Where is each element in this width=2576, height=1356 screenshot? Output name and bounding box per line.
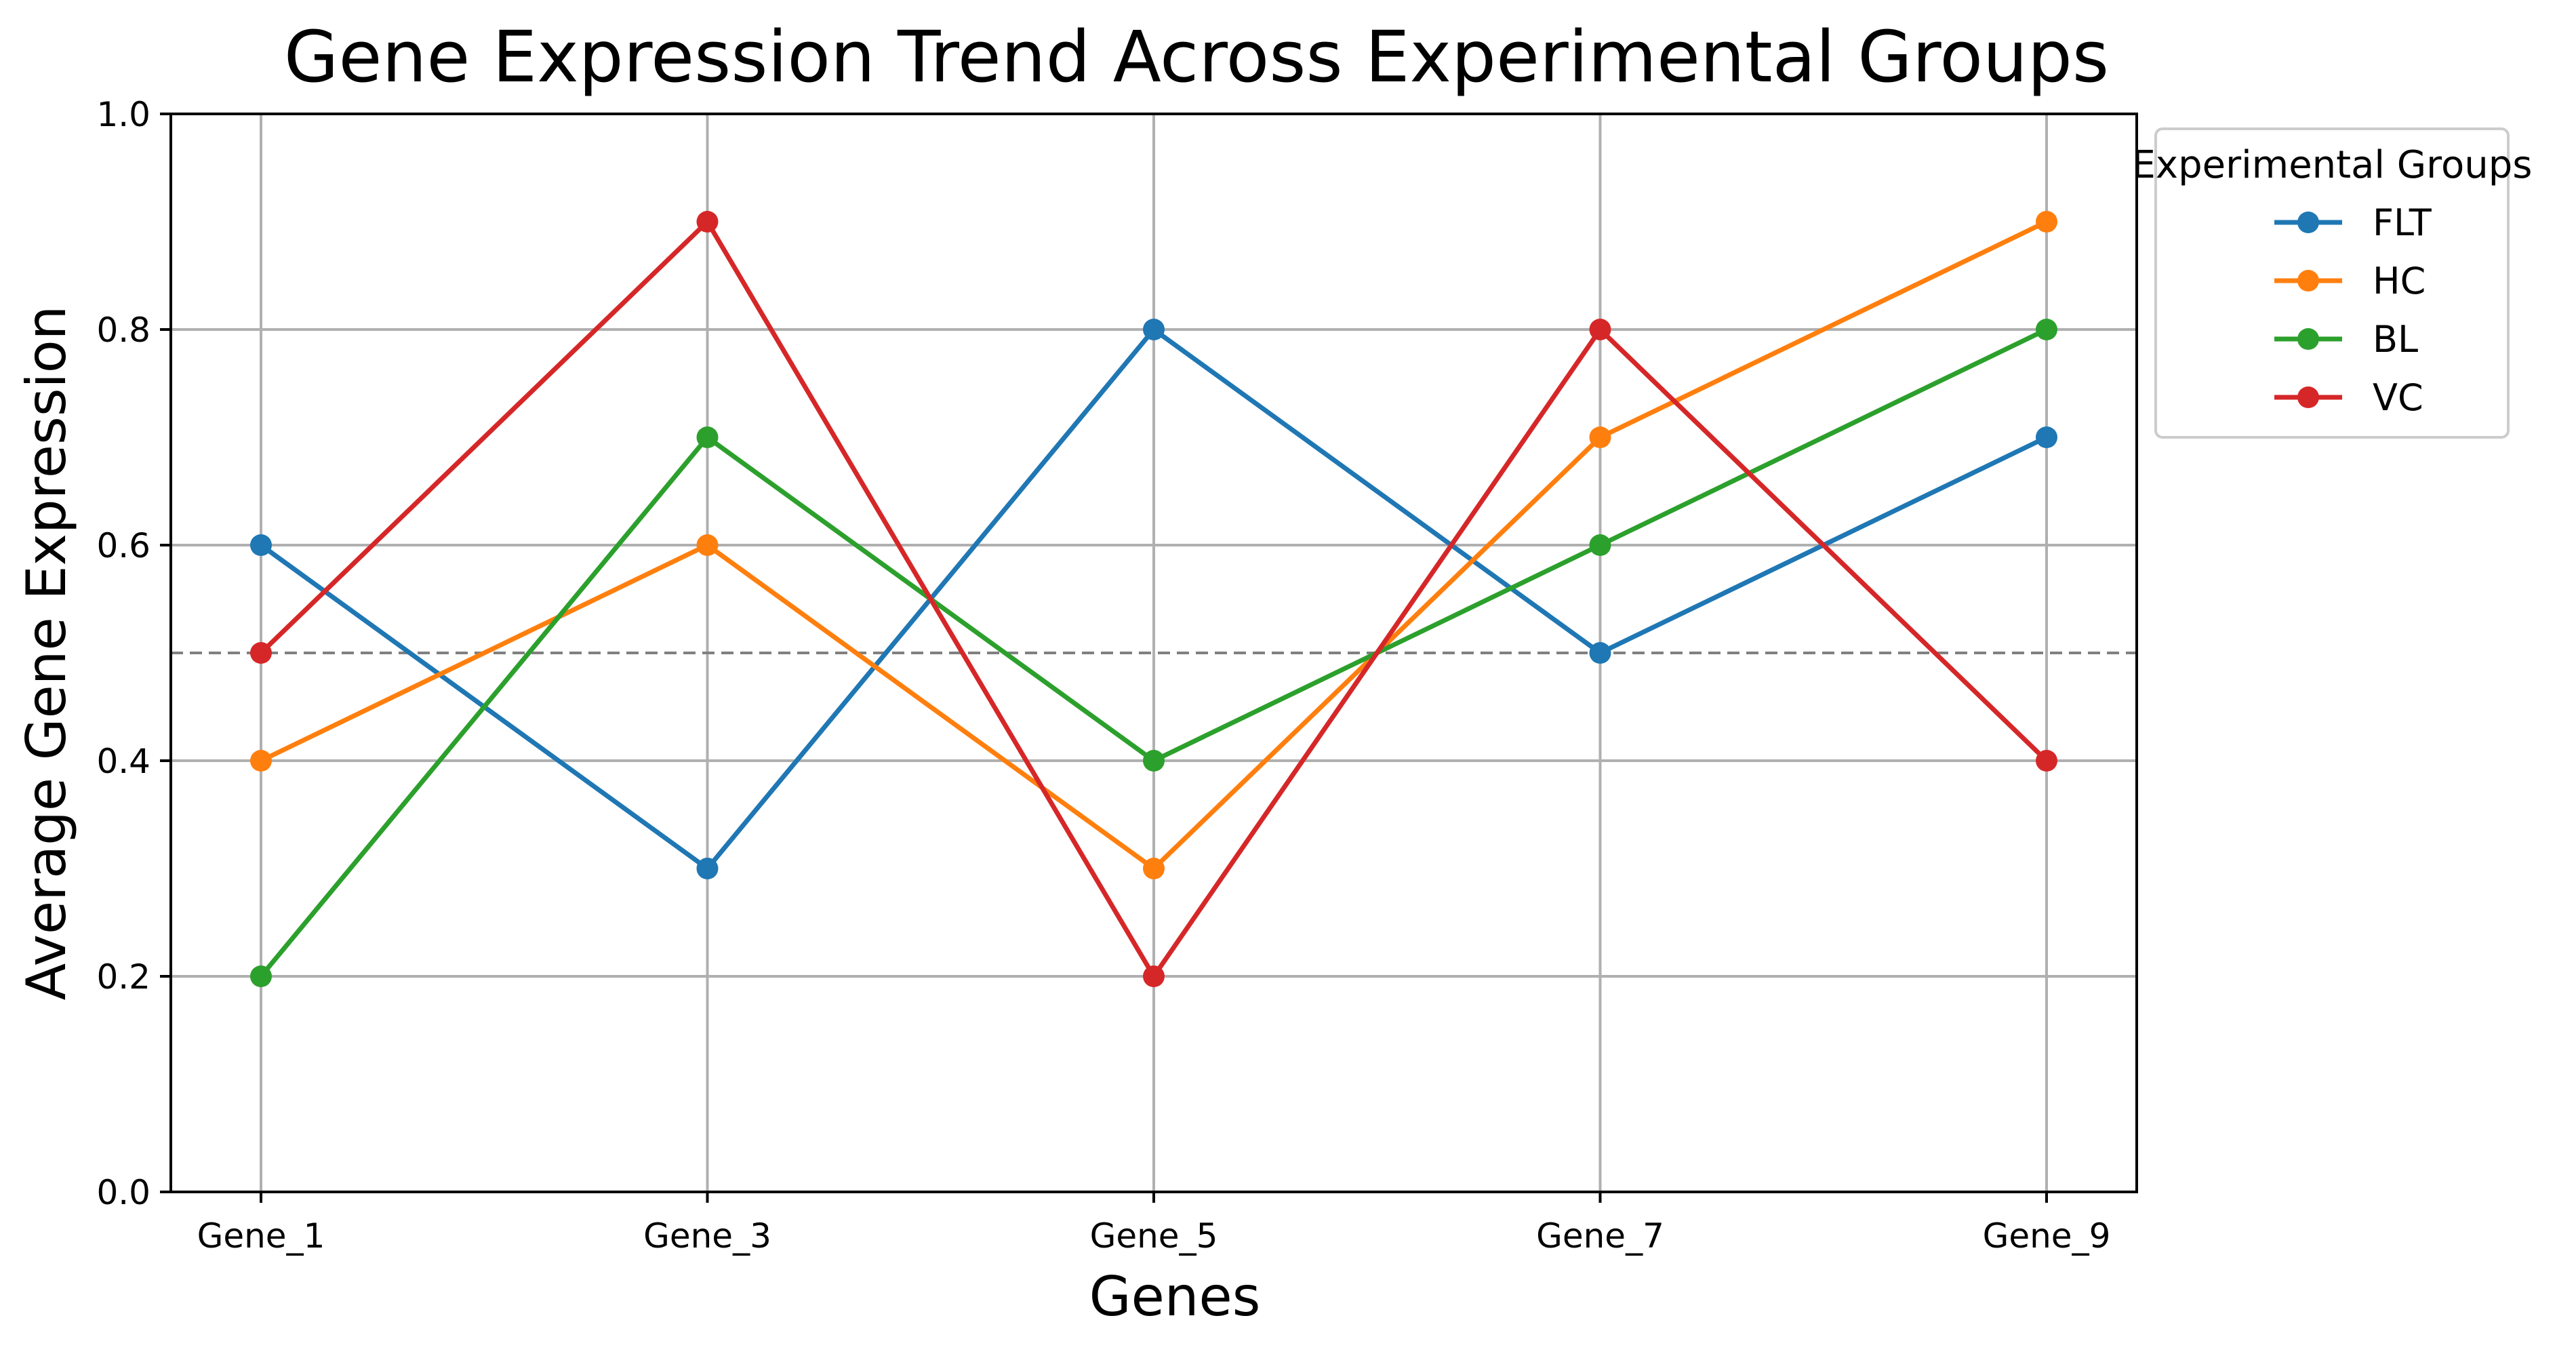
legend-label: FLT: [2373, 201, 2432, 244]
x-tick-label: Gene_5: [1090, 1216, 1218, 1256]
x-tick-label: Gene_1: [197, 1216, 325, 1256]
data-point: [1589, 642, 1611, 664]
y-tick-label: 0.0: [96, 1173, 150, 1212]
series-vc: [250, 211, 2057, 987]
legend-item: FLT: [2274, 201, 2432, 244]
data-point: [1143, 319, 1165, 340]
chart-title: Gene Expression Trend Across Experimenta…: [284, 16, 2109, 98]
x-axis-label: Genes: [1089, 1265, 1261, 1328]
legend-item: VC: [2274, 376, 2423, 419]
data-point: [1143, 750, 1165, 772]
data-point: [2036, 211, 2057, 233]
series-flt: [250, 319, 2057, 879]
legend-marker: [2297, 328, 2319, 350]
data-point: [250, 750, 272, 772]
data-point: [2036, 426, 2057, 448]
legend-marker: [2297, 270, 2319, 292]
data-point: [696, 211, 719, 233]
y-axis-ticks: 0.0 0.2 0.4 0.6 0.8 1.0: [96, 95, 171, 1212]
y-axis-label: Average Gene Expression: [15, 306, 78, 1001]
x-axis-ticks: Gene_1 Gene_3 Gene_5 Gene_7 Gene_9: [197, 1192, 2111, 1256]
legend-label: VC: [2373, 376, 2423, 419]
series-group: [250, 211, 2057, 987]
legend-item: HC: [2274, 260, 2426, 302]
x-tick-label: Gene_9: [1983, 1216, 2111, 1256]
data-point: [696, 534, 719, 556]
legend-marker: [2297, 212, 2319, 233]
legend-title: Experimental Groups: [2132, 143, 2533, 187]
y-tick-label: 1.0: [96, 95, 150, 134]
data-point: [696, 426, 719, 448]
data-point: [1589, 426, 1611, 448]
data-point: [696, 858, 719, 879]
y-tick-label: 0.8: [96, 311, 150, 350]
data-point: [2036, 750, 2057, 772]
legend: Experimental Groups FLT HC BL VC: [2132, 127, 2533, 439]
x-tick-label: Gene_3: [643, 1216, 771, 1256]
data-point: [250, 534, 272, 556]
data-point: [250, 965, 272, 987]
y-tick-label: 0.2: [96, 957, 150, 997]
data-point: [2036, 319, 2057, 340]
legend-marker: [2297, 386, 2319, 408]
legend-label: HC: [2373, 260, 2426, 302]
y-tick-label: 0.4: [96, 742, 150, 781]
data-point: [250, 642, 272, 664]
data-point: [1589, 319, 1611, 340]
legend-item: BL: [2274, 318, 2418, 361]
data-point: [1589, 534, 1611, 556]
x-tick-label: Gene_7: [1536, 1216, 1664, 1256]
y-tick-label: 0.6: [96, 526, 150, 565]
legend-label: BL: [2373, 318, 2418, 361]
legend-items: FLT HC BL VC: [2274, 201, 2432, 419]
data-point: [1143, 965, 1165, 987]
data-point: [1143, 858, 1165, 879]
